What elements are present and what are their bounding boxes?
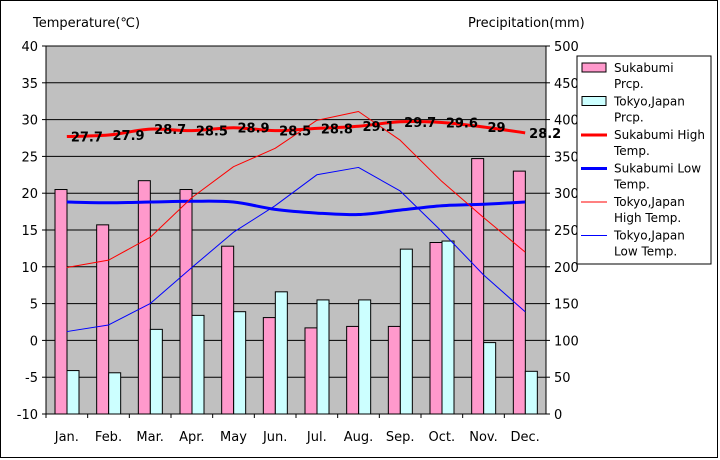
data-label: 28.5 (279, 125, 311, 140)
y-tick-label-left: 30 (21, 114, 38, 129)
line-tokyo-japan-low-temp (66, 166, 526, 333)
bar-sukabumi-prcp (304, 327, 318, 415)
y-tick-label-left: -5 (25, 371, 38, 386)
y-tick-label-left: 35 (21, 77, 38, 92)
x-tick-label: Jun. (262, 430, 287, 445)
bar-sukabumi-prcp (512, 170, 526, 415)
grid-lines (46, 82, 546, 378)
data-label: 29 (488, 121, 506, 136)
x-tick-label: Sep. (386, 430, 415, 445)
bar-sukabumi-prcp (262, 317, 276, 415)
bar-tokyo-prcp (358, 299, 372, 415)
x-tick-label: Feb. (95, 430, 122, 445)
x-tick-label: Jul. (306, 430, 327, 445)
bar-tokyo-prcp (274, 291, 288, 415)
x-tick-label: Dec. (511, 430, 540, 445)
y-tick-label-right: 0 (554, 408, 562, 423)
y-tick-label-left: 40 (21, 40, 38, 55)
x-tick-label: Oct. (429, 430, 456, 445)
data-label: 28.8 (321, 122, 353, 137)
bar-sukabumi-prcp (96, 224, 110, 415)
bar-sukabumi-prcp (471, 158, 485, 415)
y-tick-label-left: 20 (21, 187, 38, 202)
y-tick-label-right: 100 (554, 334, 579, 349)
y-tick-label-left: 0 (30, 334, 38, 349)
legend-label: Tokyo,Japan (613, 195, 685, 209)
data-label: 27.9 (113, 129, 145, 144)
legend-label: Tokyo,Japan (613, 229, 685, 243)
bar-tokyo-prcp (441, 240, 455, 415)
bar-sukabumi-prcp (429, 242, 443, 415)
legend: Sukabumi Prcp. Tokyo,Japan Prcp. Sukabumi Hi… (576, 55, 712, 265)
bar-sukabumi-prcp (387, 325, 401, 415)
legend-label: Prcp. (614, 77, 644, 91)
x-tick-label: May (220, 430, 247, 445)
bar-sukabumi-prcp (54, 189, 68, 415)
bar-tokyo-prcp (66, 370, 80, 415)
bar-tokyo-prcp (399, 248, 413, 415)
y-axis-left-title: Temperature(℃) (32, 16, 140, 31)
x-tick-label: Jan. (54, 430, 79, 445)
bar-tokyo-prcp (191, 314, 205, 415)
x-tick-label: Aug. (344, 430, 374, 445)
y-axis-right-title: Precipitation(mm) (468, 16, 585, 31)
bar-tokyo-prcp (233, 311, 247, 415)
axes: 4035302520151050-5-105004504003503002502… (17, 40, 579, 445)
y-tick-label-right: 450 (554, 77, 579, 92)
y-tick-label-right: 150 (554, 298, 579, 313)
data-label: 28.5 (196, 125, 228, 140)
legend-swatch (581, 62, 607, 73)
x-tick-label: Apr. (179, 430, 204, 445)
temperature-lines (66, 111, 526, 333)
y-tick-label-right: 500 (554, 40, 579, 55)
x-tick-label: Mar. (136, 430, 163, 445)
bar-sukabumi-prcp (179, 189, 193, 415)
data-label: 29.7 (404, 116, 436, 131)
y-tick-label-right: 250 (554, 224, 579, 239)
bar-tokyo-prcp (483, 342, 497, 415)
bar-sukabumi-prcp (137, 180, 151, 415)
y-tick-label-right: 200 (554, 261, 579, 276)
y-tick-label-right: 50 (554, 371, 571, 386)
legend-label: Prcp. (614, 111, 644, 125)
line-tokyo-japan-high-temp (66, 111, 526, 269)
bar-tokyo-prcp (108, 372, 122, 415)
legend-label: Tokyo,Japan (613, 95, 685, 109)
x-tick-label: Nov. (469, 430, 498, 445)
y-tick-label-left: 25 (21, 150, 38, 165)
line-sukabumi-low-temp (66, 199, 526, 217)
data-label: 28.9 (238, 122, 270, 137)
legend-label: Temp. (613, 178, 650, 192)
y-tick-label-right: 400 (554, 114, 579, 129)
bar-tokyo-prcp (524, 370, 538, 415)
data-label: 27.7 (71, 131, 103, 146)
legend-label: Temp. (613, 144, 650, 158)
y-tick-label-right: 350 (554, 150, 579, 165)
legend-box (576, 55, 712, 265)
data-label: 28.7 (154, 123, 186, 138)
bar-sukabumi-prcp (346, 325, 360, 415)
y-tick-label-left: 15 (21, 224, 38, 239)
legend-label: Sukabumi (614, 61, 674, 75)
legend-label: Sukabumi Low (614, 162, 701, 176)
data-label: 28.2 (529, 127, 561, 142)
y-tick-label-right: 300 (554, 187, 579, 202)
legend-swatch (581, 96, 607, 106)
bar-tokyo-prcp (316, 299, 330, 415)
legend-label: High Temp. (614, 211, 681, 225)
data-label: 29.1 (363, 120, 395, 135)
line-sukabumi-high-temp (66, 120, 526, 139)
y-tick-label-left: -10 (17, 408, 38, 423)
data-labels: 27.7 27.9 28.7 28.5 28.9 28.5 28.8 29.1 29.7 29.6… (71, 116, 561, 146)
legend-label: Sukabumi High (614, 128, 705, 142)
y-tick-label-left: 10 (21, 261, 38, 276)
bar-sukabumi-prcp (221, 245, 235, 415)
bar-tokyo-prcp (149, 328, 163, 415)
y-tick-label-left: 5 (30, 298, 38, 313)
legend-label: Low Temp. (614, 245, 677, 259)
precipitation-bars (54, 158, 538, 415)
data-label: 29.6 (446, 117, 478, 132)
